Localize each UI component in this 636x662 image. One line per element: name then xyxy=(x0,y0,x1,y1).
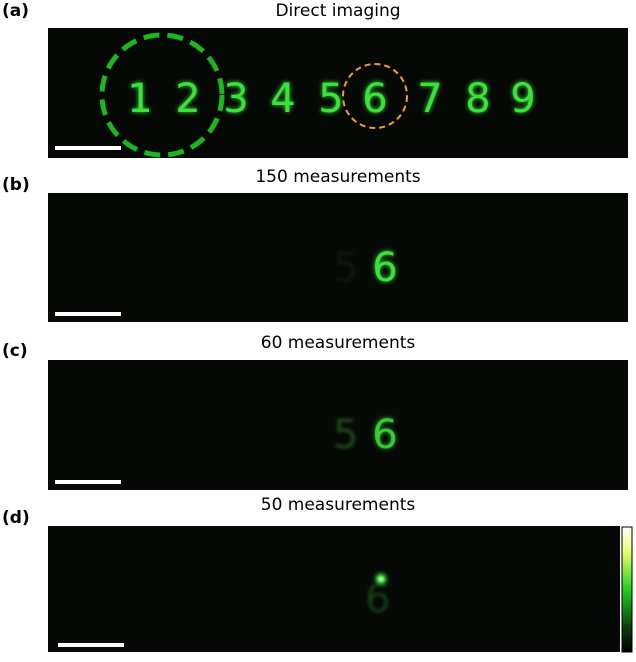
digit: 2 xyxy=(175,76,200,122)
panel-title: Direct imaging xyxy=(275,1,400,21)
digit: 7 xyxy=(417,76,442,122)
image-panel xyxy=(48,526,620,652)
digit: 6 xyxy=(362,76,387,122)
ghost-digit: 5 xyxy=(333,412,358,458)
digit: 5 xyxy=(318,76,343,122)
highlight-circle xyxy=(99,32,225,158)
image-panel xyxy=(48,360,628,490)
panel-label: (a) xyxy=(2,1,29,21)
focal-spot xyxy=(371,569,391,589)
scale-bar xyxy=(55,480,121,484)
colorbar xyxy=(621,526,633,653)
panel-label: (c) xyxy=(2,341,28,361)
digit: 3 xyxy=(223,76,248,122)
panel-title: 150 measurements xyxy=(255,167,420,187)
panel-label: (d) xyxy=(2,508,30,528)
digit: 9 xyxy=(510,76,535,122)
digit: 6 xyxy=(372,245,397,291)
digit: 1 xyxy=(127,76,152,122)
image-panel xyxy=(48,28,628,158)
digit: 6 xyxy=(372,412,397,458)
panel-title: 50 measurements xyxy=(261,495,416,515)
panel-title: 60 measurements xyxy=(261,333,416,353)
image-panel xyxy=(48,193,628,322)
scale-bar xyxy=(58,643,124,647)
ghost-digit: 5 xyxy=(333,245,358,291)
highlight-circle xyxy=(342,63,408,129)
digit: 4 xyxy=(270,76,295,122)
panel-label: (b) xyxy=(2,175,30,195)
scale-bar xyxy=(55,312,121,316)
scale-bar xyxy=(55,146,121,150)
digit: 8 xyxy=(465,76,490,122)
